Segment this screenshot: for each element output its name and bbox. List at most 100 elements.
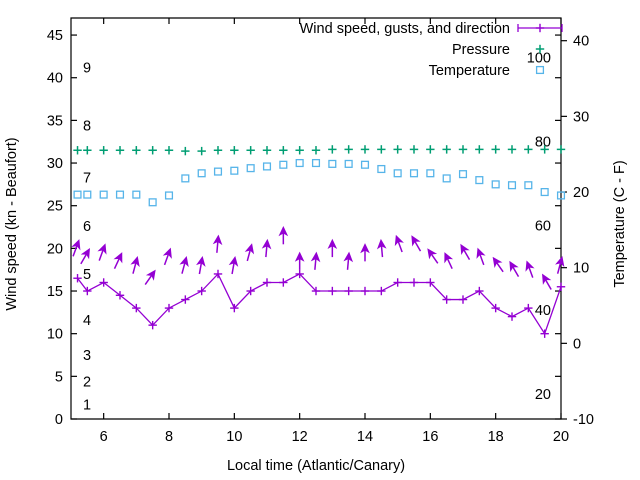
temperature-point: [164, 191, 174, 200]
temperature-point: [393, 169, 402, 178]
y-tick-label-left: 35: [47, 113, 63, 129]
temperature-point: [442, 174, 451, 183]
wind-direction-arrow: [244, 243, 255, 262]
y-tick-label-left: 40: [47, 71, 63, 87]
wind-direction-arrow: [130, 256, 140, 274]
temperature-point: [279, 160, 288, 169]
temperature-point: [115, 190, 125, 199]
temperature-point: [246, 164, 255, 173]
wind-direction-arrow: [179, 256, 189, 274]
wind-direction-arrow: [525, 260, 535, 278]
y-tick-label-left: 15: [47, 284, 63, 300]
fahrenheit-label: 100: [527, 50, 551, 66]
beaufort-label: 7: [83, 171, 91, 187]
fahrenheit-label: 20: [535, 387, 551, 403]
x-tick-label: 12: [292, 429, 308, 445]
wind-direction-arrow: [97, 243, 107, 261]
wind-direction-arrow: [310, 251, 321, 270]
wind-direction-arrow: [394, 234, 404, 253]
wind-direction-arrow: [476, 247, 486, 266]
wind-direction-arrow: [113, 252, 123, 269]
wind-direction-arrow: [278, 226, 289, 245]
series-wind-speed: [73, 269, 566, 338]
wind-direction-arrow: [376, 238, 387, 258]
wind-direction-arrow: [162, 247, 172, 266]
temperature-point: [409, 169, 419, 178]
y-tick-label-right: 10: [573, 261, 589, 277]
temperature-point: [475, 176, 484, 185]
y-axis-title-right: Temperature (C - F): [612, 160, 628, 287]
temperature-point: [73, 190, 82, 199]
temperature-point: [83, 190, 92, 199]
temperature-point: [99, 190, 108, 199]
x-tick-label: 18: [488, 429, 504, 445]
series-temperature: [73, 158, 566, 207]
y-tick-label-left: 20: [47, 241, 63, 257]
y-tick-label-left: 0: [55, 412, 63, 428]
temperature-point: [311, 158, 321, 168]
wind-direction-arrow: [411, 235, 422, 252]
temperature-point: [132, 190, 141, 199]
temperature-point: [295, 158, 304, 168]
wind-direction-arrow: [427, 248, 439, 264]
temperature-point: [213, 167, 223, 176]
legend-label: Wind speed, gusts, and direction: [300, 21, 510, 37]
wind-direction-arrow: [212, 234, 223, 253]
wind-direction-arrow: [509, 260, 520, 278]
x-tick-label: 10: [226, 429, 242, 445]
beaufort-label: 4: [83, 313, 91, 329]
temperature-point: [344, 159, 353, 168]
y-tick-label-right: -10: [573, 412, 594, 428]
x-tick-label: 14: [357, 429, 373, 445]
y-tick-label-left: 5: [55, 369, 63, 385]
temperature-point: [181, 174, 190, 183]
beaufort-label: 9: [83, 60, 91, 76]
y-tick-label-right: 0: [573, 336, 581, 352]
beaufort-label: 8: [83, 119, 91, 135]
wind-direction-arrow: [360, 243, 370, 262]
temperature-point: [524, 181, 533, 190]
legend-label: Pressure: [452, 42, 510, 58]
beaufort-label: 6: [83, 219, 91, 235]
temperature-point: [197, 169, 206, 178]
temperature-point: [426, 169, 435, 178]
wind-direction-arrow: [196, 255, 206, 275]
y-tick-label-left: 10: [47, 327, 63, 343]
legend-label: Temperature: [429, 63, 510, 79]
temperature-point: [262, 162, 272, 171]
temperature-point: [458, 170, 468, 179]
series-wind-gusts-direction: [71, 226, 565, 290]
chart-legend: Wind speed, gusts, and direction Pressure…: [300, 21, 563, 79]
wind-direction-arrow: [261, 238, 272, 258]
beaufort-label: 2: [83, 374, 91, 390]
y-tick-label-left: 45: [47, 28, 63, 44]
fahrenheit-label: 60: [535, 218, 551, 234]
fahrenheit-label: 40: [535, 303, 551, 319]
wind-direction-arrow: [144, 269, 156, 286]
wind-direction-arrow: [460, 243, 471, 260]
x-tick-label: 6: [100, 429, 108, 445]
y-tick-label-right: 40: [573, 34, 589, 50]
wind-direction-arrow: [294, 251, 305, 270]
wind-direction-arrow: [492, 256, 504, 273]
beaufort-label: 1: [83, 397, 91, 413]
wind-direction-arrow: [327, 238, 338, 258]
inplot-scale-labels: 1 2 3 4 5 6 7 8 9 20 40 60 80 100: [83, 50, 551, 413]
temperature-point: [540, 188, 549, 197]
beaufort-label: 5: [83, 267, 91, 283]
wind-direction-arrow: [71, 239, 81, 257]
wind-direction-arrow: [444, 252, 454, 269]
x-tick-label: 20: [553, 429, 569, 445]
y-tick-label-right: 30: [573, 109, 589, 125]
x-tick-label: 16: [422, 429, 438, 445]
temperature-point: [507, 181, 517, 190]
wind-direction-arrow: [80, 248, 90, 265]
wind-direction-arrow: [542, 273, 552, 290]
wind-direction-arrow: [555, 256, 565, 274]
temperature-point: [491, 180, 500, 189]
y-tick-label-right: 20: [573, 185, 589, 201]
